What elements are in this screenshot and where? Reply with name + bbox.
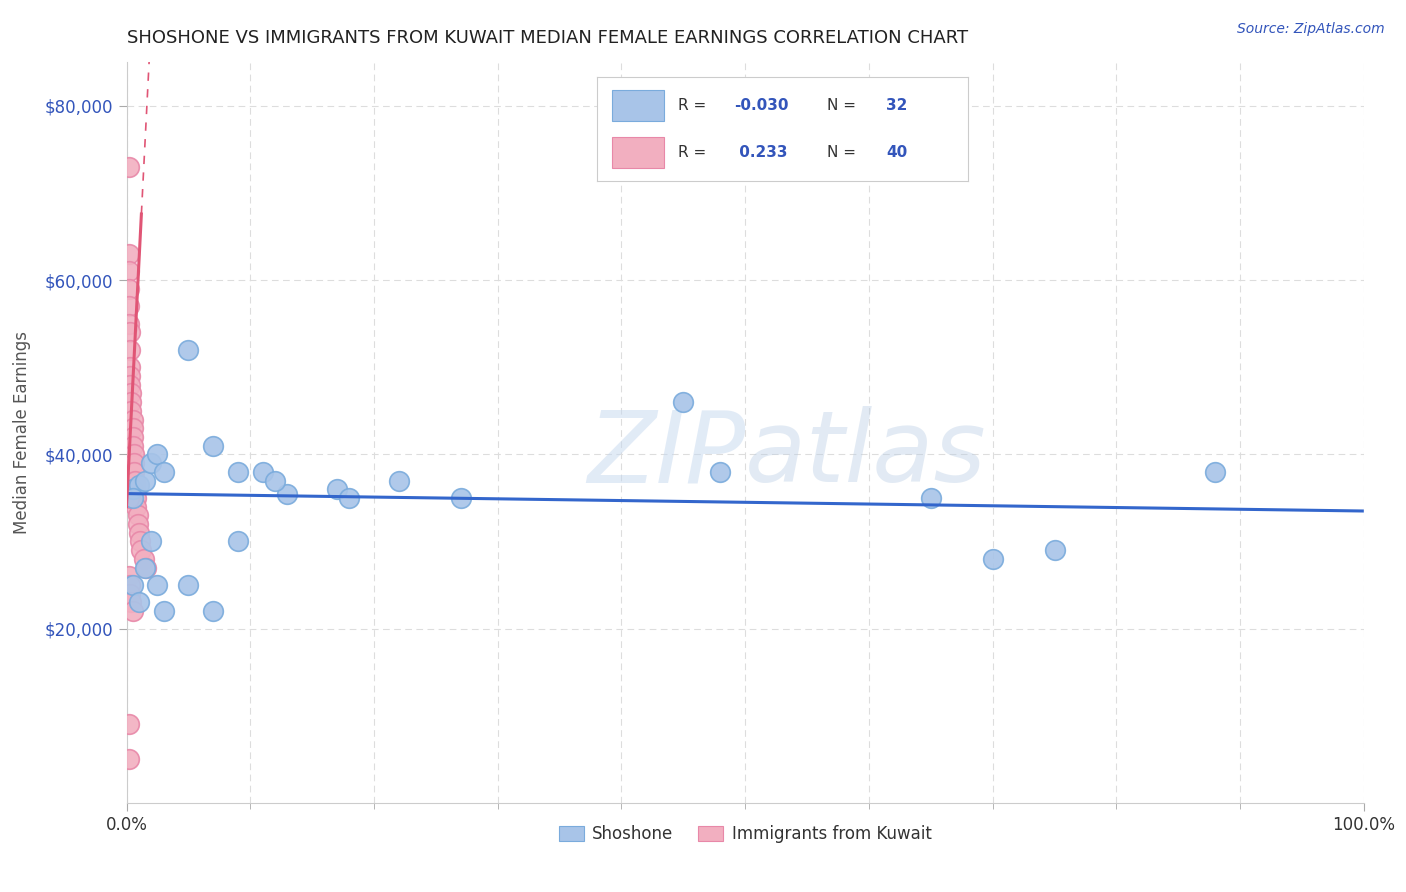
Legend: Shoshone, Immigrants from Kuwait: Shoshone, Immigrants from Kuwait bbox=[553, 819, 938, 850]
Point bbox=[141, 456, 163, 470]
Point bbox=[388, 474, 411, 488]
Point bbox=[146, 578, 169, 592]
Point bbox=[146, 447, 169, 461]
Point bbox=[132, 552, 155, 566]
Point bbox=[135, 560, 157, 574]
Point bbox=[450, 491, 472, 505]
Point bbox=[118, 160, 141, 174]
Point bbox=[118, 752, 141, 766]
Point bbox=[121, 604, 143, 618]
Point bbox=[920, 491, 942, 505]
Point bbox=[118, 569, 141, 583]
Point bbox=[276, 486, 298, 500]
Point bbox=[672, 395, 695, 409]
Point bbox=[128, 478, 150, 492]
Point bbox=[981, 552, 1004, 566]
Point bbox=[134, 560, 156, 574]
Point bbox=[120, 369, 142, 384]
Point bbox=[337, 491, 360, 505]
Point bbox=[121, 412, 143, 426]
Point bbox=[177, 578, 200, 592]
Point bbox=[121, 595, 143, 609]
Y-axis label: Median Female Earnings: Median Female Earnings bbox=[13, 331, 31, 534]
Point bbox=[709, 465, 731, 479]
Point bbox=[118, 317, 141, 331]
Point bbox=[122, 456, 145, 470]
Point bbox=[122, 465, 145, 479]
Point bbox=[118, 299, 141, 313]
Point bbox=[128, 595, 150, 609]
Point bbox=[226, 534, 249, 549]
Point bbox=[326, 482, 349, 496]
Point bbox=[118, 247, 141, 261]
Point bbox=[120, 377, 142, 392]
Point bbox=[121, 430, 143, 444]
Point bbox=[118, 717, 141, 731]
Point bbox=[202, 439, 225, 453]
Text: atlas: atlas bbox=[745, 407, 987, 503]
Point bbox=[1043, 543, 1066, 558]
Point bbox=[120, 326, 142, 340]
Point bbox=[121, 395, 143, 409]
Point bbox=[124, 474, 146, 488]
Point bbox=[121, 404, 143, 418]
Point bbox=[125, 500, 148, 514]
Point bbox=[122, 447, 145, 461]
Point bbox=[118, 264, 141, 278]
Point bbox=[202, 604, 225, 618]
Point bbox=[252, 465, 274, 479]
Point bbox=[226, 465, 249, 479]
Point bbox=[141, 534, 163, 549]
Point bbox=[127, 517, 149, 532]
Point bbox=[128, 525, 150, 540]
Point bbox=[121, 578, 143, 592]
Point bbox=[121, 421, 143, 435]
Point bbox=[127, 508, 149, 523]
Point bbox=[177, 343, 200, 357]
Point bbox=[121, 491, 143, 505]
Point bbox=[118, 491, 141, 505]
Point bbox=[120, 587, 142, 601]
Point bbox=[124, 482, 146, 496]
Point bbox=[120, 578, 142, 592]
Point bbox=[129, 534, 152, 549]
Point bbox=[118, 282, 141, 296]
Point bbox=[121, 482, 143, 496]
Point bbox=[120, 343, 142, 357]
Point bbox=[121, 439, 143, 453]
Point bbox=[1204, 465, 1226, 479]
Point bbox=[264, 474, 287, 488]
Point bbox=[121, 386, 143, 401]
Point bbox=[131, 543, 153, 558]
Point bbox=[152, 465, 174, 479]
Point bbox=[120, 360, 142, 375]
Text: ZIP: ZIP bbox=[586, 407, 745, 503]
Text: SHOSHONE VS IMMIGRANTS FROM KUWAIT MEDIAN FEMALE EARNINGS CORRELATION CHART: SHOSHONE VS IMMIGRANTS FROM KUWAIT MEDIA… bbox=[127, 29, 967, 47]
Point bbox=[125, 491, 148, 505]
Point bbox=[152, 604, 174, 618]
Text: Source: ZipAtlas.com: Source: ZipAtlas.com bbox=[1237, 22, 1385, 37]
Point bbox=[134, 474, 156, 488]
